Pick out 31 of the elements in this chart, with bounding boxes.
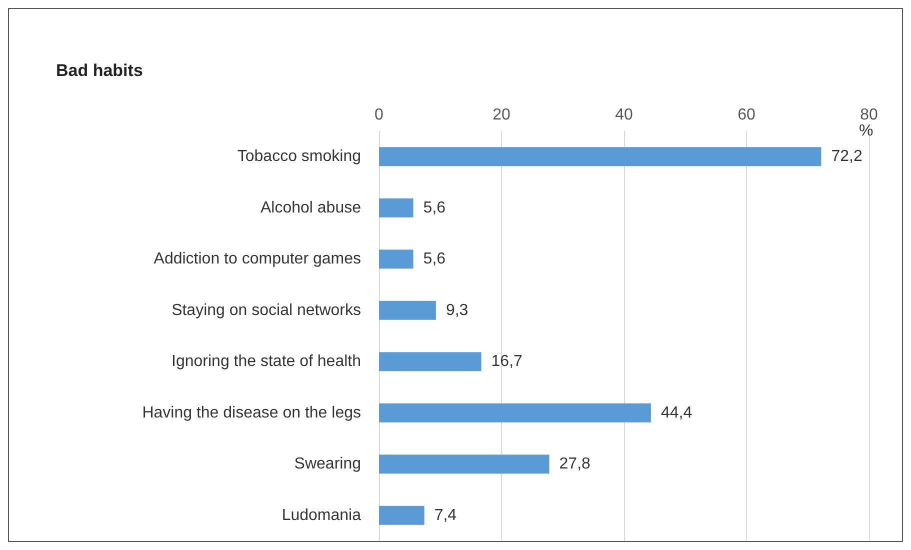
y-tick-label: Ignoring the state of health — [172, 353, 361, 370]
y-tick-label: Staying on social networks — [172, 302, 361, 319]
y-tick-label: Ludomania — [282, 506, 362, 524]
x-tick-label: 20 — [492, 106, 510, 124]
bar — [379, 198, 414, 218]
data-label: 5,6 — [423, 250, 446, 268]
data-label: 72,2 — [831, 148, 862, 166]
data-label: 9,3 — [446, 302, 468, 319]
y-tick-label: Swearing — [294, 456, 361, 473]
x-tick-label: 60 — [738, 106, 756, 124]
y-tick-label: Having the disease on the legs — [142, 404, 361, 422]
y-tick-label: Addiction to computer games — [154, 250, 361, 268]
bar — [379, 403, 651, 422]
text: Bad habits — [56, 61, 143, 80]
bar — [379, 352, 482, 372]
x-tick-label: 80 — [860, 106, 878, 124]
bar — [379, 454, 550, 474]
bar — [379, 506, 424, 525]
x-axis-title: % — [859, 122, 874, 140]
data-label: 44,4 — [660, 404, 692, 422]
x-tick-label: 40 — [615, 106, 633, 124]
data-label: 27,8 — [559, 456, 591, 473]
x-tick-label: 0 — [374, 106, 384, 124]
bar — [379, 250, 414, 269]
bar — [379, 300, 436, 320]
data-label: 7,4 — [434, 506, 457, 524]
data-label: 5,6 — [423, 199, 446, 216]
y-tick-label: Tobacco smoking — [237, 148, 361, 166]
bar — [379, 147, 822, 166]
data-label: 16,7 — [491, 353, 523, 370]
y-tick-label: Alcohol abuse — [260, 199, 362, 216]
